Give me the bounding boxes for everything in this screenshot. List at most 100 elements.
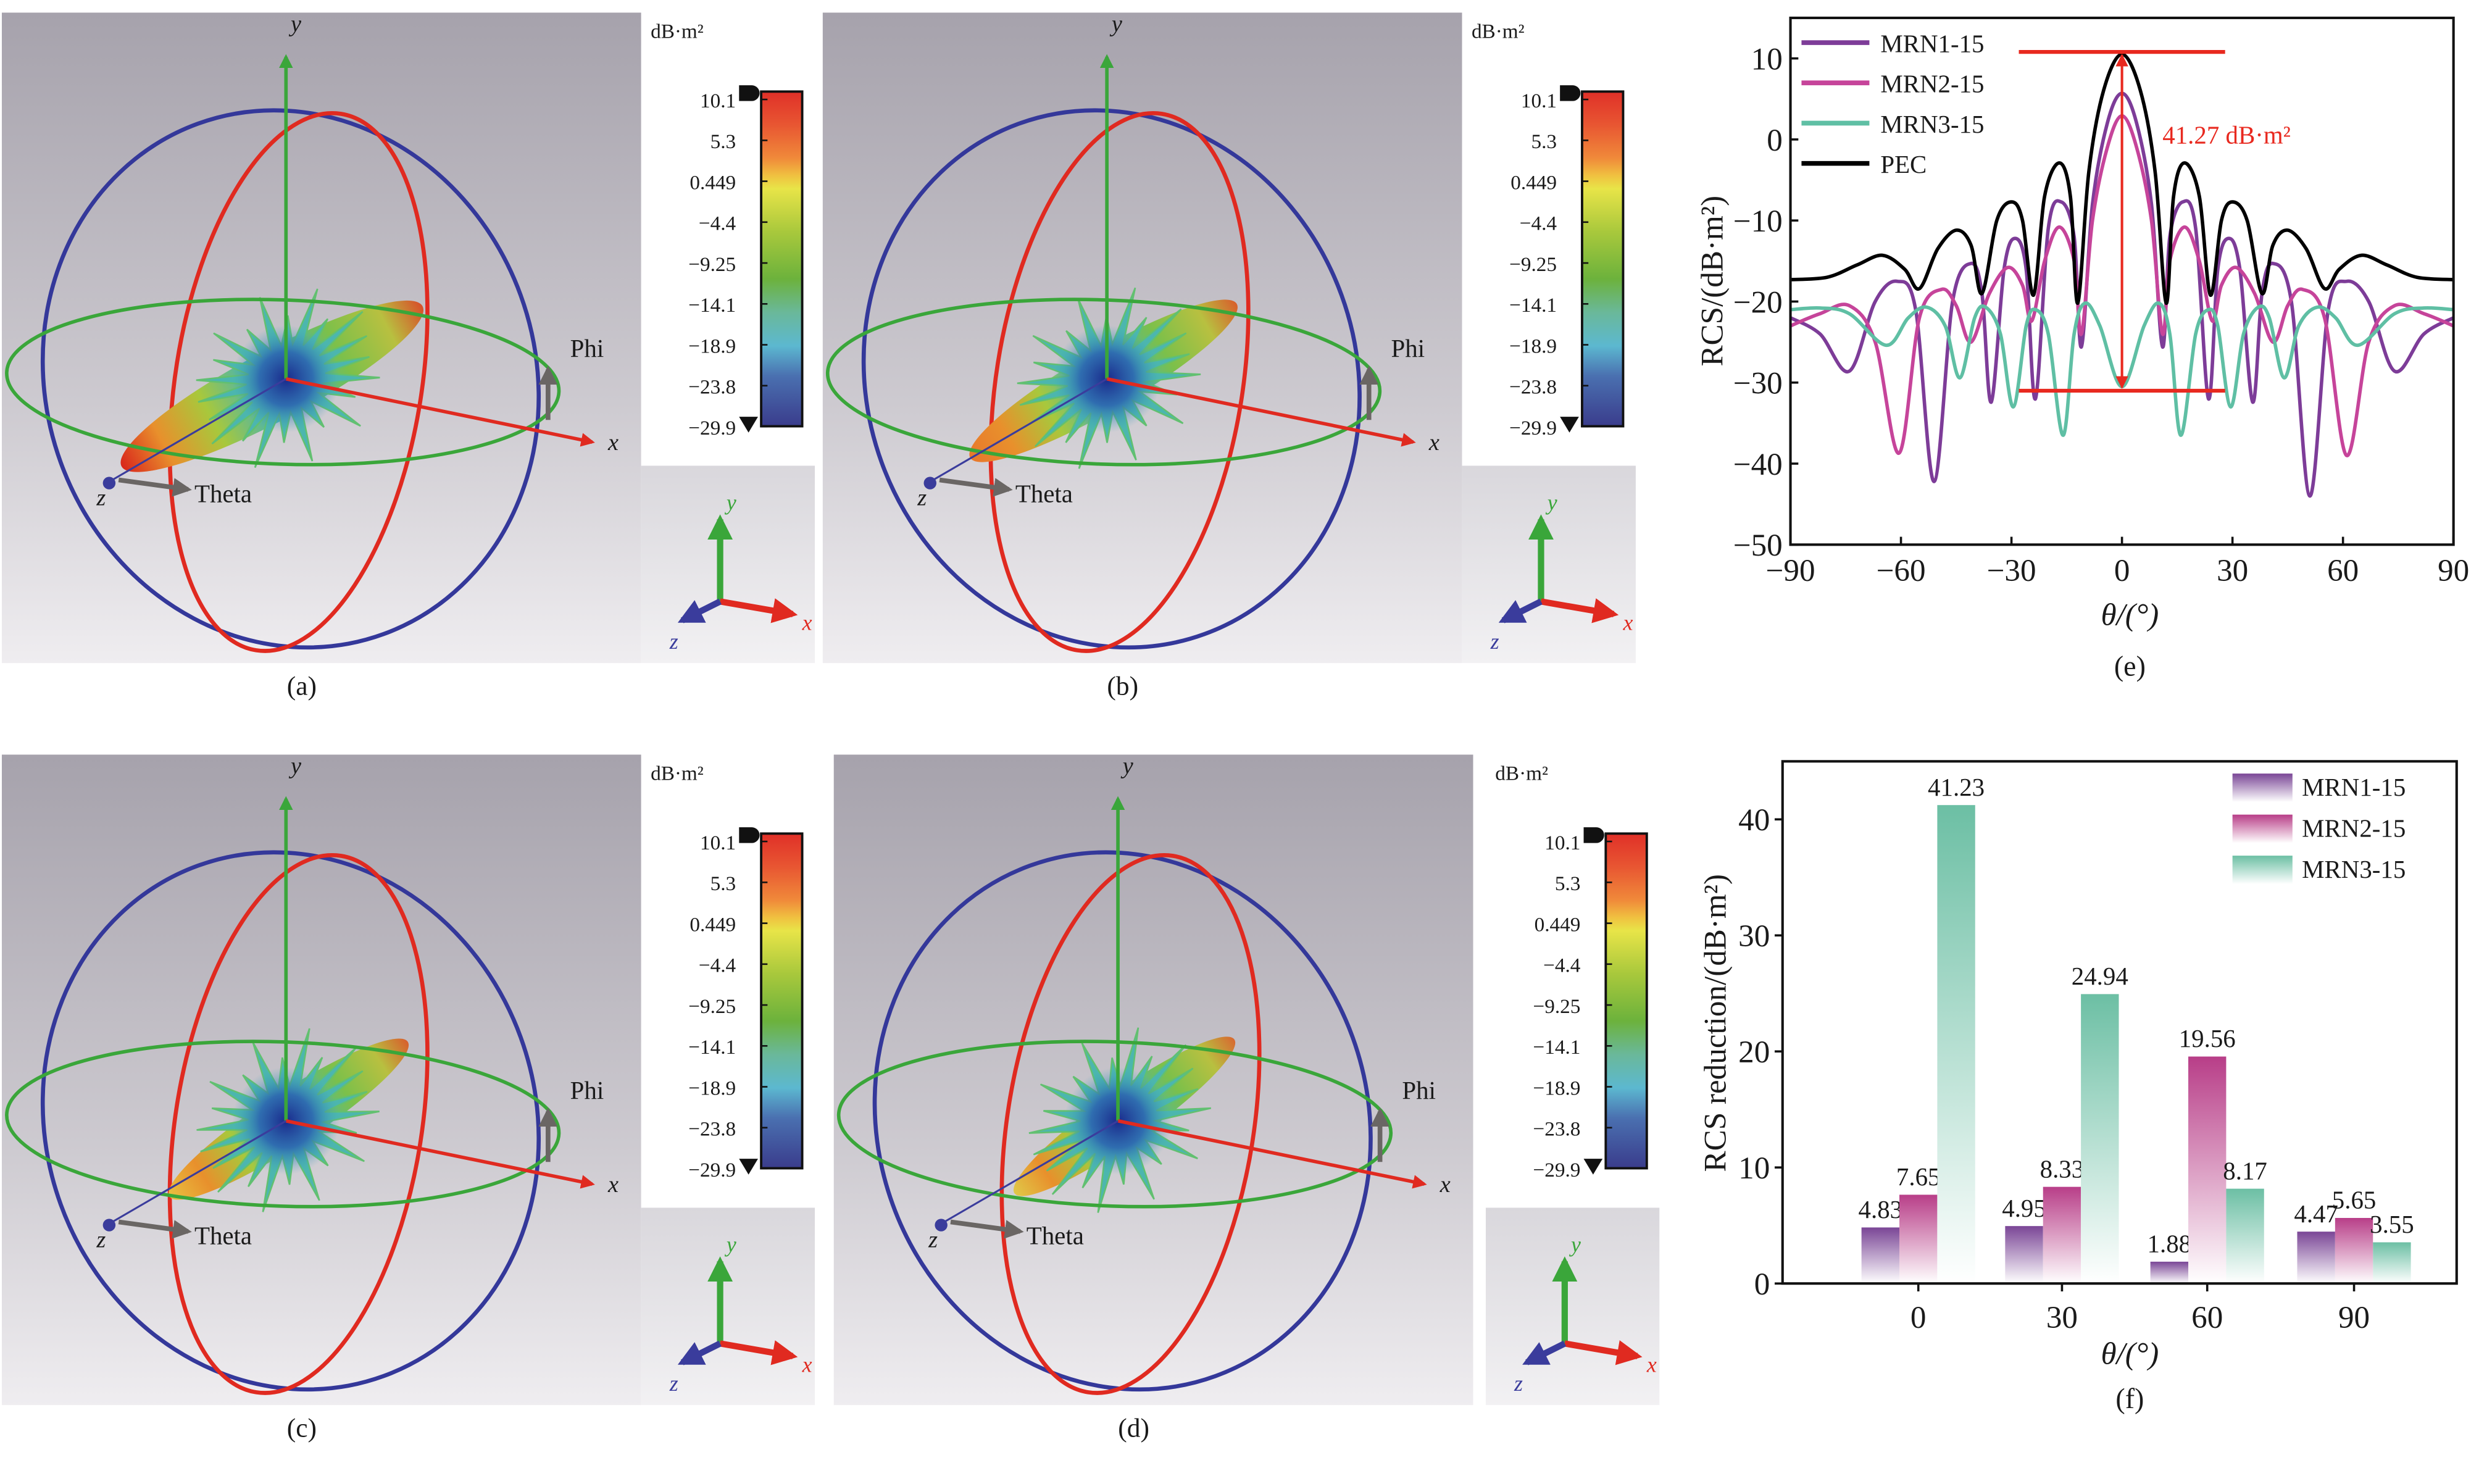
panel-caption: (b) — [1107, 671, 1138, 701]
legend-swatch — [2232, 814, 2293, 843]
min-marker-icon — [1560, 417, 1579, 433]
theta-label: Theta — [194, 480, 252, 507]
y-tick-label: 10 — [1738, 1151, 1770, 1186]
panel-caption: (d) — [1118, 1413, 1149, 1443]
triad-x-arrow — [1540, 598, 1619, 623]
colorbar-tick-label: 5.3 — [1555, 872, 1581, 895]
bar-value-label: 8.17 — [2223, 1157, 2267, 1185]
triad-x-label: x — [802, 610, 812, 635]
rcs-line-chart: MRN1-15 MRN2-15 MRN3-15 PEC 41.27 dB·m² −90 −6… — [1695, 16, 2469, 682]
triad-y-label: y — [725, 490, 736, 515]
bar-mrn2-15 — [2043, 1186, 2081, 1284]
triad-z-arrow — [677, 1340, 722, 1365]
max-marker-icon — [1560, 85, 1581, 101]
colorbar-unit: dB·m² — [651, 20, 704, 43]
colorbar-unit: dB·m² — [1472, 20, 1525, 43]
colorbar-tick-label: 10.1 — [700, 90, 736, 112]
x-axis-label: x — [1439, 1172, 1451, 1198]
bar-value-label: 19.56 — [2179, 1025, 2236, 1053]
phi-circle-red — [167, 852, 430, 1395]
x-axis-arrow — [1106, 377, 1416, 447]
x-axis-title: θ/(°) — [2101, 1336, 2159, 1372]
y-tick-label: −20 — [1733, 285, 1783, 320]
panel-caption: (c) — [287, 1413, 317, 1443]
chart-caption: (e) — [2114, 651, 2146, 682]
colorbar-tick-label: −9.25 — [688, 253, 736, 276]
x-tick-label: 60 — [2327, 553, 2359, 588]
max-marker-icon — [1583, 827, 1604, 843]
min-marker-icon — [739, 417, 758, 433]
x-axis-arrow — [285, 1119, 595, 1189]
theta-direction-icon — [939, 477, 1013, 497]
triad-x-arrow — [719, 1340, 798, 1365]
triad-background — [1462, 465, 1636, 664]
colorbar: dB·m² 10.1 5.3 0.449 −4.4 −9.25 −14.1 −18.9 −23.… — [1462, 12, 1636, 466]
bar-mrn3-15 — [1937, 805, 1975, 1284]
x-tick-label: −30 — [1987, 553, 2036, 588]
orientation-triad: y x z — [1462, 465, 1636, 664]
colorbar-tick-label: −29.9 — [1509, 417, 1557, 440]
triad-background — [641, 465, 815, 664]
colorbar-scale — [1604, 832, 1648, 1170]
triad-x-arrow — [1564, 1340, 1643, 1365]
colorbar-tick-label: 10.1 — [1521, 90, 1557, 112]
annotation-text: 41.27 dB·m² — [2162, 121, 2291, 149]
x-tick-label: 90 — [2438, 553, 2469, 588]
bar-mrn3-15 — [2081, 994, 2119, 1284]
colorbar-tick-label: 0.449 — [690, 171, 736, 194]
bar-value-label: 41.23 — [1928, 773, 1985, 801]
colorbar-unit: dB·m² — [651, 762, 704, 785]
legend-label: MRN2-15 — [2302, 814, 2406, 842]
phi-label: Phi — [570, 1077, 604, 1104]
y-axis-title: RCS/(dB·m²) — [1695, 196, 1730, 367]
colorbar-tick-label: −18.9 — [1533, 1077, 1581, 1099]
colorbar-tick-label: 0.449 — [1535, 913, 1581, 936]
colorbar-tick-label: −18.9 — [688, 335, 736, 357]
phi-label: Phi — [1391, 335, 1425, 362]
min-marker-icon — [739, 1159, 758, 1175]
triad-y-label: y — [1546, 490, 1557, 515]
y-tick-label: −50 — [1733, 528, 1783, 563]
colorbar-tick-label: 10.1 — [1544, 832, 1580, 854]
triad-z-label: z — [669, 629, 678, 654]
x-tick-label: 30 — [2046, 1300, 2078, 1335]
colorbar-tick-label: 10.1 — [700, 832, 736, 854]
y-axis-label: y — [1120, 753, 1134, 779]
colorbar: dB·m² 10.1 5.3 0.449 −4.4 −9.25 −14.1 −18.9 −23.… — [1485, 754, 1660, 1208]
triad-z-label: z — [669, 1371, 678, 1396]
colorbar-tick-label: 5.3 — [710, 130, 736, 153]
z-axis-label: z — [96, 1227, 106, 1253]
min-marker-icon — [1583, 1159, 1603, 1175]
colorbar-tick-label: 0.449 — [1510, 171, 1557, 194]
x-tick-label: −60 — [1877, 553, 1926, 588]
y-axis-label: y — [288, 753, 302, 779]
bar-mrn2-15 — [1899, 1194, 1938, 1284]
orientation-triad: y x z — [641, 1207, 815, 1406]
rcs-3d-panel: y x z Theta Phi dB·m² 10.1 5.3 0.449 −4.4 −9.25 −14… — [1, 11, 815, 701]
theta-direction-icon — [118, 477, 192, 497]
triad-z-arrow — [677, 598, 722, 623]
bar-mrn3-15 — [2226, 1188, 2264, 1284]
triad-background — [1485, 1207, 1660, 1406]
theta-label: Theta — [1015, 480, 1073, 507]
z-axis-label: z — [96, 485, 106, 511]
y-tick-label: −40 — [1733, 447, 1783, 482]
max-marker-icon — [739, 827, 760, 843]
theta-direction-icon — [118, 1219, 192, 1239]
triad-z-label: z — [1490, 629, 1499, 654]
colorbar-tick-label: −4.4 — [1520, 212, 1557, 235]
z-axis-line — [933, 378, 1107, 481]
colorbar-tick-label: 5.3 — [1531, 130, 1557, 153]
y-tick-label: −10 — [1733, 204, 1783, 239]
colorbar-tick-label: −14.1 — [1533, 1036, 1581, 1059]
rcs-3d-panels: y x z Theta Phi dB·m² 10.1 5.3 0.449 −4.4 −9.25 −14… — [1, 11, 1660, 1443]
colorbar-scale — [1581, 90, 1625, 428]
bar-value-label: 7.65 — [1896, 1163, 1941, 1191]
z-axis-tip — [102, 477, 116, 490]
colorbar-tick-label: −23.8 — [688, 376, 736, 399]
phi-circle-red — [999, 852, 1262, 1395]
y-tick-label: 30 — [1738, 919, 1770, 954]
triad-x-label: x — [1646, 1352, 1657, 1377]
legend-label: MRN3-15 — [1880, 110, 1984, 138]
